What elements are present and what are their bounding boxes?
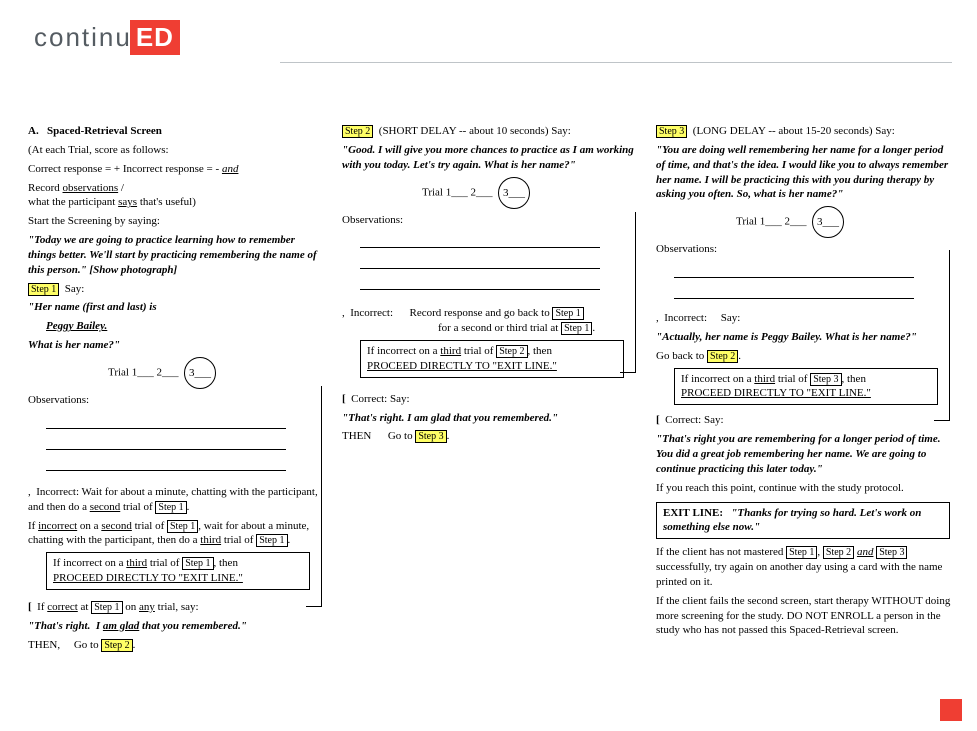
step1-quote-a: "Her name (first and last) is	[28, 300, 324, 315]
column-2: Step 2 (SHORT DELAY -- about 10 seconds)…	[342, 120, 638, 656]
step3-trial3-circle: 3___	[812, 206, 844, 238]
s2-exit-box: If incorrect on a third trial of Step 2,…	[360, 340, 624, 378]
s3-quote: "You are doing well remembering her name…	[656, 143, 952, 202]
s3-reach: If you reach this point, continue with t…	[656, 481, 952, 496]
flow-line-1	[321, 386, 322, 606]
step2-trial3-circle: 3___	[498, 177, 530, 209]
s3-goback: Go back to Step 2.	[656, 349, 952, 364]
step3-header: Step 3 (LONG DELAY -- about 15-20 second…	[656, 124, 952, 139]
s3-incorrect: , Incorrect: Say:	[656, 311, 952, 326]
footer-accent-square	[940, 699, 962, 721]
scoring-line: Correct response = + Incorrect response …	[28, 162, 324, 177]
exit-p1: If the client has not mastered Step 1, S…	[656, 545, 952, 590]
s2-quote: "Good. I will give you more chances to p…	[342, 143, 638, 173]
s1-correct-quote: "That's right. I am glad that you rememb…	[28, 619, 324, 634]
exit-p2: If the client fails the second screen, s…	[656, 594, 952, 639]
brand-text-1: continu	[34, 22, 132, 53]
start-label: Start the Screening by saying:	[28, 214, 324, 229]
section-letter: A.	[28, 125, 39, 137]
column-3: Step 3 (LONG DELAY -- about 15-20 second…	[656, 120, 952, 656]
flow-line-2b	[620, 372, 636, 373]
s3-exit-box: If incorrect on a third trial of Step 3,…	[674, 368, 938, 406]
step2-trial-line: Trial 1___ 2___ 3___	[342, 177, 638, 209]
step3-tag: Step 3	[656, 125, 687, 138]
s2-correct-quote: "That's right. I am glad that you rememb…	[342, 411, 638, 426]
step1-trial3-circle: 3___	[184, 357, 216, 389]
s3-correct: [ Correct: Say:	[656, 413, 952, 428]
s1-incorrect: , Incorrect: Wait for about a minute, ch…	[28, 485, 324, 515]
s3-incorrect-quote: "Actually, her name is Peggy Bailey. Wha…	[656, 330, 952, 345]
s1-correct: [ If correct at Step 1 on any trial, say…	[28, 600, 324, 615]
scoring-intro: (At each Trial, score as follows:	[28, 143, 324, 158]
header-divider	[280, 62, 952, 63]
brand-logo: continuED	[34, 20, 180, 55]
exit-line-box: EXIT LINE: "Thanks for trying so hard. L…	[656, 502, 950, 540]
s2-obs-label: Observations:	[342, 213, 638, 228]
step1-row: Step 1 Say:	[28, 282, 324, 297]
flow-line-2	[635, 212, 636, 372]
step1-name: Peggy Bailey.	[46, 319, 324, 334]
s1-if-second: If incorrect on a second trial of Step 1…	[28, 519, 324, 549]
flow-line-1b	[306, 606, 322, 607]
s1-then-goto: THEN, Go to Step 2.	[28, 638, 324, 653]
flow-line-3b	[934, 420, 950, 421]
step1-obs-label: Observations:	[28, 393, 324, 408]
start-quote: "Today we are going to practice learning…	[28, 233, 324, 278]
step1-quote-b: What is her name?"	[28, 338, 324, 353]
s2-incorrect: , Incorrect: Record response and go back…	[342, 306, 638, 336]
s3-obs-lines	[674, 263, 952, 299]
step1-trial-line: Trial 1___ 2___ 3___	[28, 357, 324, 389]
step2-header: Step 2 (SHORT DELAY -- about 10 seconds)…	[342, 124, 638, 139]
step3-trial-line: Trial 1___ 2___ 3___	[656, 206, 952, 238]
section-title: Spaced-Retrieval Screen	[47, 125, 162, 137]
column-1: A. Spaced-Retrieval Screen (At each Tria…	[28, 120, 324, 656]
s2-obs-lines	[360, 233, 638, 290]
s3-correct-quote: "That's right you are remembering for a …	[656, 432, 952, 477]
document-body: A. Spaced-Retrieval Screen (At each Tria…	[28, 120, 952, 656]
s1-exit-box: If incorrect on a third trial of Step 1,…	[46, 552, 310, 590]
s2-correct: [ Correct: Say:	[342, 392, 638, 407]
step2-tag: Step 2	[342, 125, 373, 138]
brand-text-2: ED	[130, 20, 180, 55]
step1-tag: Step 1	[28, 283, 59, 296]
s3-obs-label: Observations:	[656, 242, 952, 257]
step1-obs-lines	[46, 414, 324, 471]
flow-line-3	[949, 250, 950, 420]
scoring-record: Record observations / what the participa…	[28, 181, 324, 211]
s2-then-goto: THEN Go to Step 3.	[342, 429, 638, 444]
